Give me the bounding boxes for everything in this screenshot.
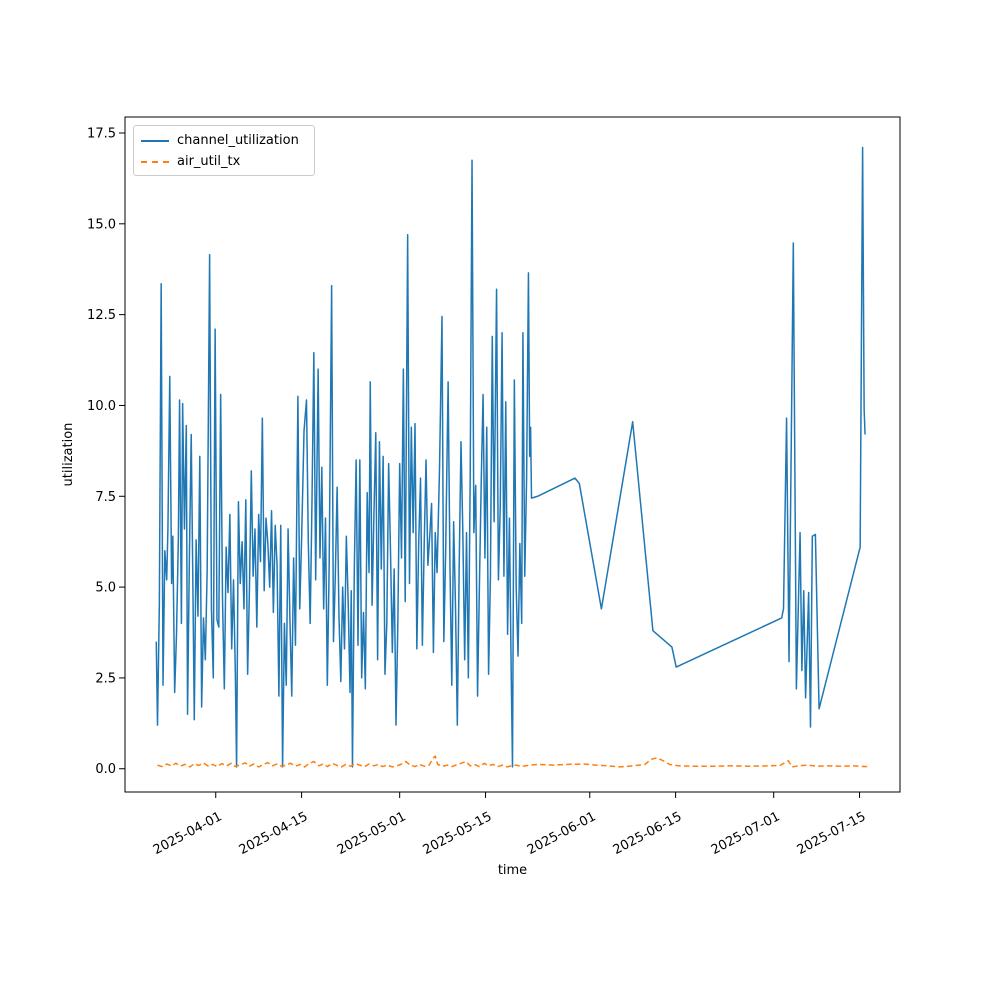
x-tick-label: 2025-05-01	[335, 809, 409, 858]
channel-utilization-line	[155, 146, 866, 768]
x-tick-label: 2025-04-01	[151, 809, 225, 858]
x-tick-label: 2025-05-15	[421, 809, 495, 858]
y-tick-label: 0.0	[95, 762, 116, 777]
x-tick-label: 2025-06-15	[611, 809, 685, 858]
y-tick-label: 10.0	[87, 399, 116, 414]
legend: channel_utilization air_util_tx	[133, 125, 315, 176]
x-tick-label: 2025-07-15	[795, 809, 869, 858]
air-util-tx-line	[157, 755, 869, 768]
plot-frame	[124, 116, 901, 793]
legend-label-air-util-tx: air_util_tx	[177, 154, 241, 169]
y-tick-label: 12.5	[87, 308, 116, 323]
y-tick-label: 2.5	[95, 671, 116, 686]
x-tick-label: 2025-06-01	[525, 809, 599, 858]
legend-item-channel-utilization: channel_utilization	[141, 132, 305, 149]
air-util-tx-line-sample-icon	[141, 160, 169, 163]
y-tick-label: 5.0	[95, 581, 116, 596]
y-tick-label: 7.5	[95, 490, 116, 505]
x-axis-label: time	[498, 863, 527, 878]
legend-item-air-util-tx: air_util_tx	[141, 153, 305, 170]
x-tick-label: 2025-04-15	[237, 809, 311, 858]
channel-utilization-line-sample-icon	[141, 139, 169, 142]
x-tick-label: 2025-07-01	[709, 809, 783, 858]
legend-label-channel-utilization: channel_utilization	[177, 133, 299, 148]
y-axis-label: utilization	[61, 423, 76, 487]
y-tick-label: 17.5	[87, 126, 116, 141]
y-tick-label: 15.0	[87, 217, 116, 232]
